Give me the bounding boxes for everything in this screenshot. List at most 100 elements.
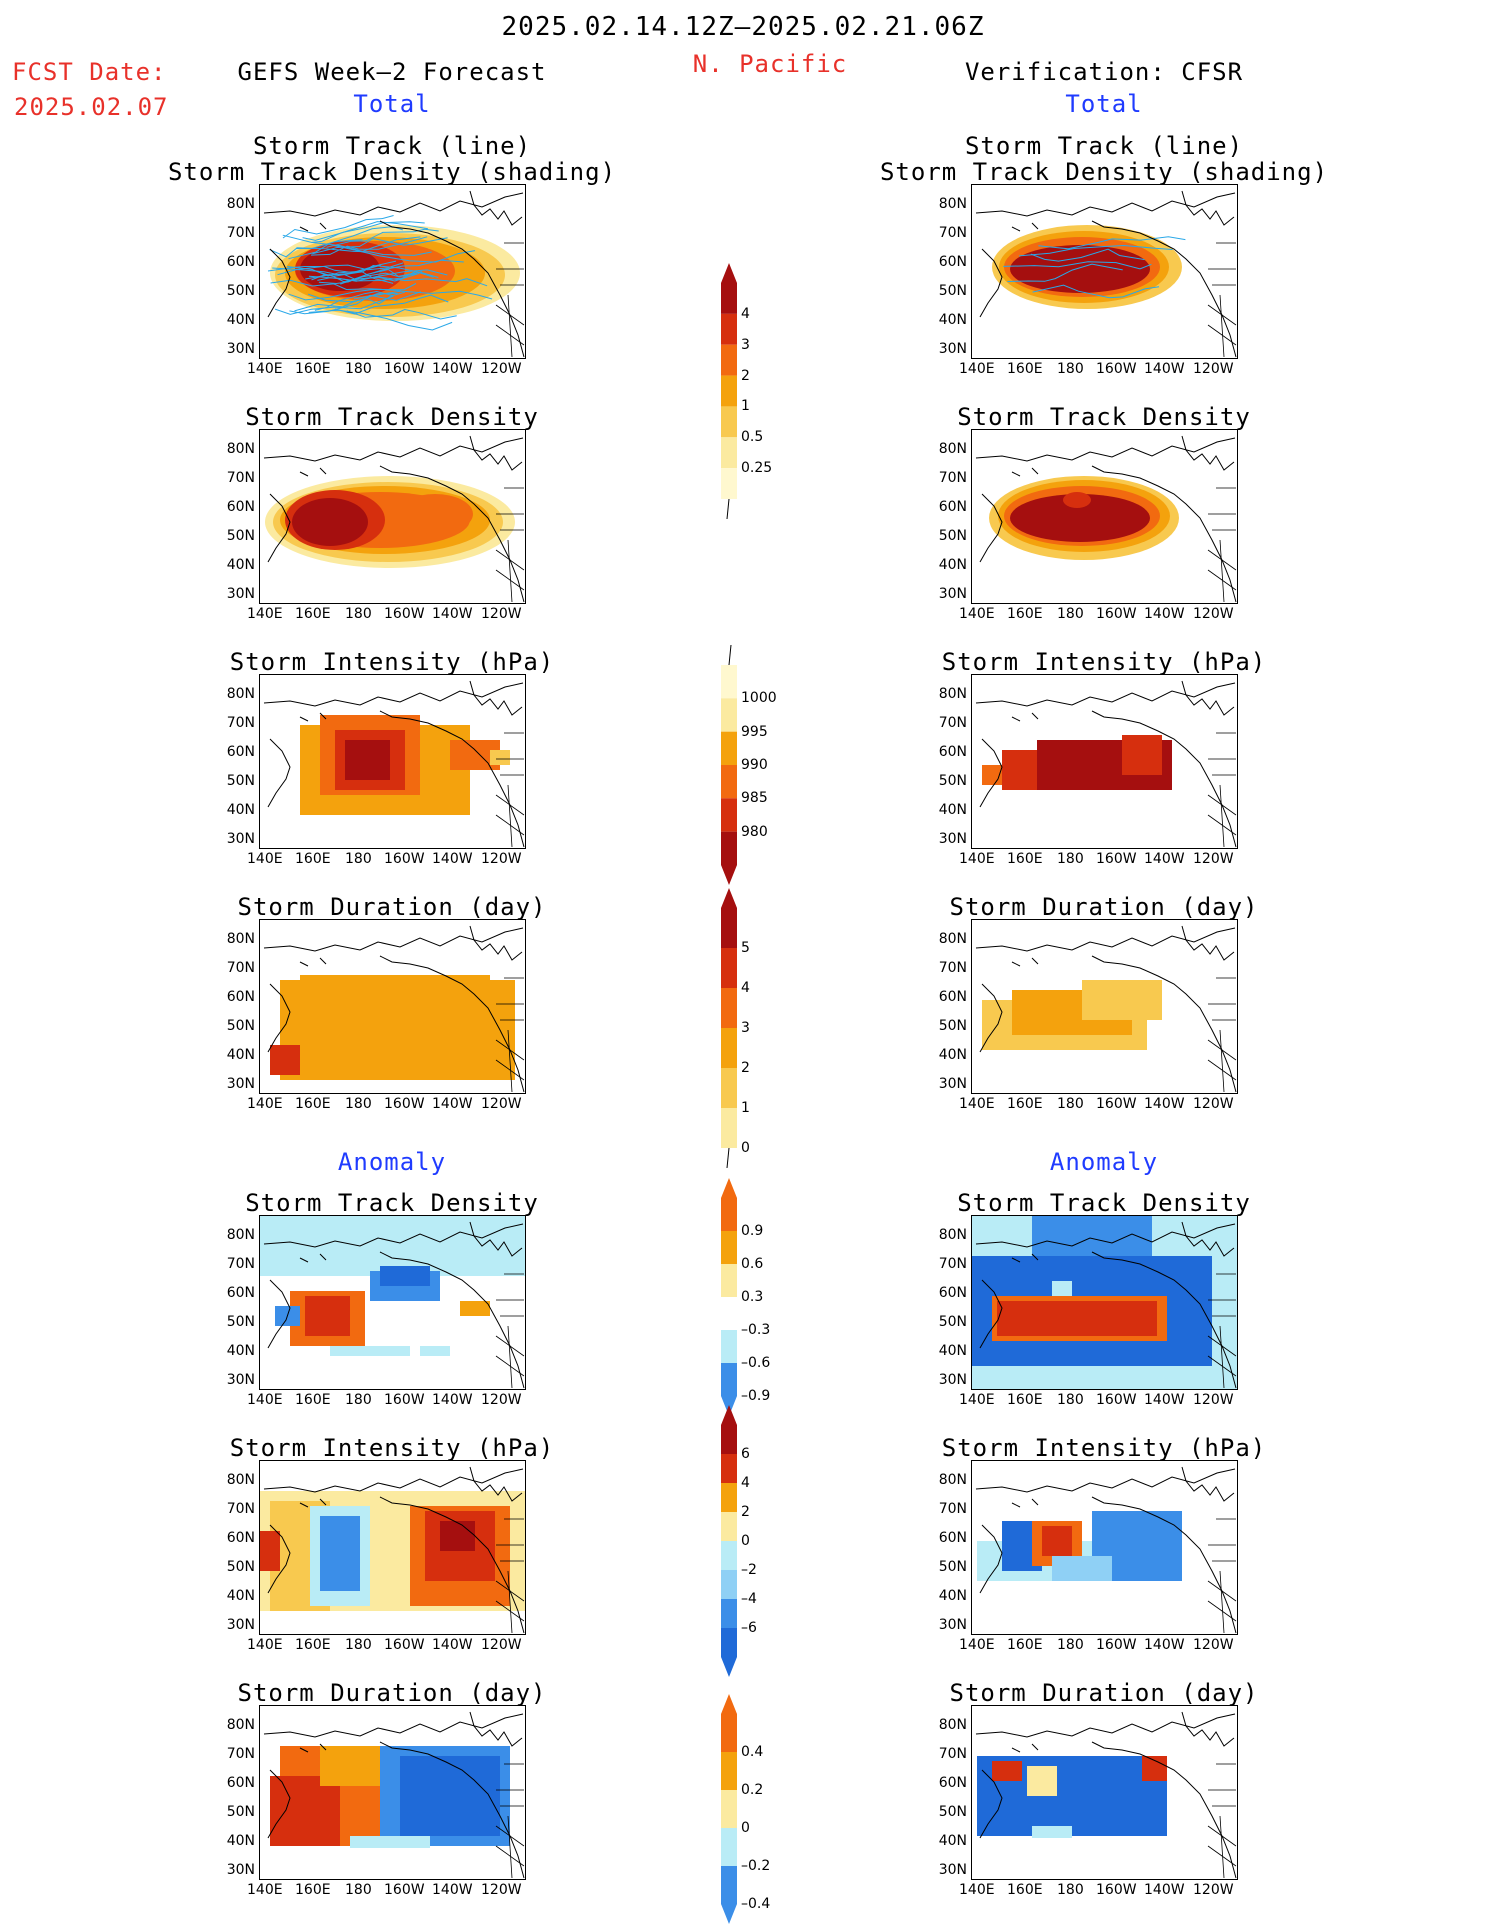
colorbar-tick-label: 0: [741, 1140, 750, 1156]
lon-tick-label: 140W: [1144, 851, 1185, 867]
map-density-right: [971, 429, 1238, 604]
lon-tick-label: 140W: [432, 1637, 473, 1653]
lat-tick-label: 80N: [938, 686, 967, 702]
lat-tick-label: 50N: [226, 1559, 255, 1575]
lon-tick-label: 140W: [1144, 1096, 1185, 1112]
lon-tick-label: 160W: [384, 1096, 425, 1112]
colorbar-tick-label: 1: [741, 398, 750, 415]
lon-tick-label: 160W: [384, 1637, 425, 1653]
colorbar-intensity-anom: [721, 1405, 737, 1677]
lat-tick-label: 60N: [226, 1530, 255, 1546]
lon-tick-label: 140E: [247, 851, 283, 867]
lat-tick-label: 80N: [226, 1717, 255, 1733]
lon-tick-label: 160W: [1096, 1882, 1137, 1898]
title-track-line-left: Storm Track (line): [252, 132, 532, 160]
lat-tick-label: 40N: [226, 557, 255, 573]
lat-tick-label: 30N: [938, 831, 967, 847]
title-track-shading-left: Storm Track Density (shading): [167, 158, 617, 186]
lon-tick-label: 120W: [1193, 1882, 1234, 1898]
colorbar-tick-label: 0.6: [741, 1256, 764, 1272]
lon-tick-label: 160E: [295, 1882, 331, 1898]
colorbar-tick-label: –4: [741, 1591, 757, 1607]
colorbar-tick-label: –0.2: [741, 1858, 771, 1874]
colorbar-tick-label: 0: [741, 1820, 750, 1836]
colorbar-tick-label: 2: [741, 1504, 750, 1520]
title-density-anom-left: Storm Track Density: [245, 1189, 539, 1217]
map-intensity-anom-right: [971, 1460, 1238, 1635]
lat-tick-label: 60N: [938, 1530, 967, 1546]
colorbar-tick-label: 3: [741, 336, 750, 353]
lon-tick-label: 180: [345, 1637, 372, 1653]
lon-tick-label: 180: [345, 1392, 372, 1408]
lat-tick-label: 70N: [226, 715, 255, 731]
title-track-line-right: Storm Track (line): [964, 132, 1244, 160]
lat-tick-label: 50N: [938, 1804, 967, 1820]
lon-tick-label: 120W: [1193, 851, 1234, 867]
lat-tick-label: 30N: [226, 1617, 255, 1633]
lon-tick-label: 120W: [481, 1637, 522, 1653]
lon-tick-label: 120W: [481, 1096, 522, 1112]
lat-tick-label: 40N: [226, 802, 255, 818]
lat-tick-label: 50N: [226, 773, 255, 789]
total-label-right: Total: [1065, 90, 1143, 118]
region-title: N. Pacific: [692, 50, 848, 78]
lon-tick-label: 160W: [384, 606, 425, 622]
lat-tick-label: 80N: [226, 931, 255, 947]
lon-tick-label: 140E: [959, 606, 995, 622]
map-track-left: [259, 184, 526, 359]
colorbar-duration-total: [721, 888, 737, 1168]
colorbar-tick-label: 0.2: [741, 1782, 764, 1798]
title-duration-anom-left: Storm Duration (day): [237, 1679, 547, 1707]
colorbar-tick-label: 0: [741, 1533, 750, 1549]
title-density-anom-right: Storm Track Density: [957, 1189, 1251, 1217]
colorbar-tick-label: 0.3: [741, 1289, 764, 1305]
lon-tick-label: 120W: [1193, 361, 1234, 377]
lat-tick-label: 50N: [226, 528, 255, 544]
lat-tick-label: 60N: [226, 254, 255, 270]
title-track-shading-right: Storm Track Density (shading): [879, 158, 1329, 186]
map-density-anom-right: [971, 1215, 1238, 1390]
verification-title: Verification: CFSR: [964, 58, 1244, 86]
lat-tick-label: 50N: [226, 1314, 255, 1330]
lat-tick-label: 70N: [226, 225, 255, 241]
title-density-right: Storm Track Density: [957, 403, 1251, 431]
lon-tick-label: 140W: [432, 361, 473, 377]
lat-tick-label: 40N: [938, 1588, 967, 1604]
lon-tick-label: 140W: [432, 1392, 473, 1408]
lat-tick-label: 50N: [226, 1804, 255, 1820]
lat-tick-label: 80N: [226, 196, 255, 212]
lat-tick-label: 60N: [938, 989, 967, 1005]
colorbar-tick-label: 3: [741, 1020, 750, 1036]
map-intensity-right: [971, 674, 1238, 849]
colorbar-tick-label: 0.9: [741, 1223, 764, 1239]
lon-tick-label: 180: [1057, 1392, 1084, 1408]
lat-tick-label: 60N: [226, 1285, 255, 1301]
lon-tick-label: 140W: [432, 1882, 473, 1898]
lon-tick-label: 140E: [247, 1637, 283, 1653]
lon-tick-label: 180: [345, 1096, 372, 1112]
colorbar-tick-label: 1000: [741, 690, 777, 707]
colorbar-tick-label: 4: [741, 1475, 750, 1491]
lon-tick-label: 160E: [1007, 851, 1043, 867]
colorbar-intensity-total: [721, 645, 737, 885]
lon-tick-label: 160E: [295, 851, 331, 867]
colorbar-tick-label: –2: [741, 1562, 757, 1578]
colorbar-tick-label: 0.4: [741, 1744, 764, 1760]
lat-tick-label: 70N: [938, 1501, 967, 1517]
title-density-left: Storm Track Density: [245, 403, 539, 431]
colorbar-tick-label: –0.4: [741, 1896, 771, 1912]
lat-tick-label: 50N: [938, 1314, 967, 1330]
lat-tick-label: 30N: [938, 1076, 967, 1092]
lat-tick-label: 60N: [226, 744, 255, 760]
map-duration-left: [259, 919, 526, 1094]
lon-tick-label: 160E: [1007, 1882, 1043, 1898]
lat-tick-label: 60N: [938, 499, 967, 515]
lat-tick-label: 80N: [226, 686, 255, 702]
title-duration-left: Storm Duration (day): [237, 893, 547, 921]
lat-tick-label: 70N: [226, 960, 255, 976]
map-density-anom-left: [259, 1215, 526, 1390]
lon-tick-label: 140E: [247, 1096, 283, 1112]
lon-tick-label: 160W: [384, 1882, 425, 1898]
lat-tick-label: 70N: [938, 960, 967, 976]
colorbar-tick-label: –0.3: [741, 1322, 771, 1338]
